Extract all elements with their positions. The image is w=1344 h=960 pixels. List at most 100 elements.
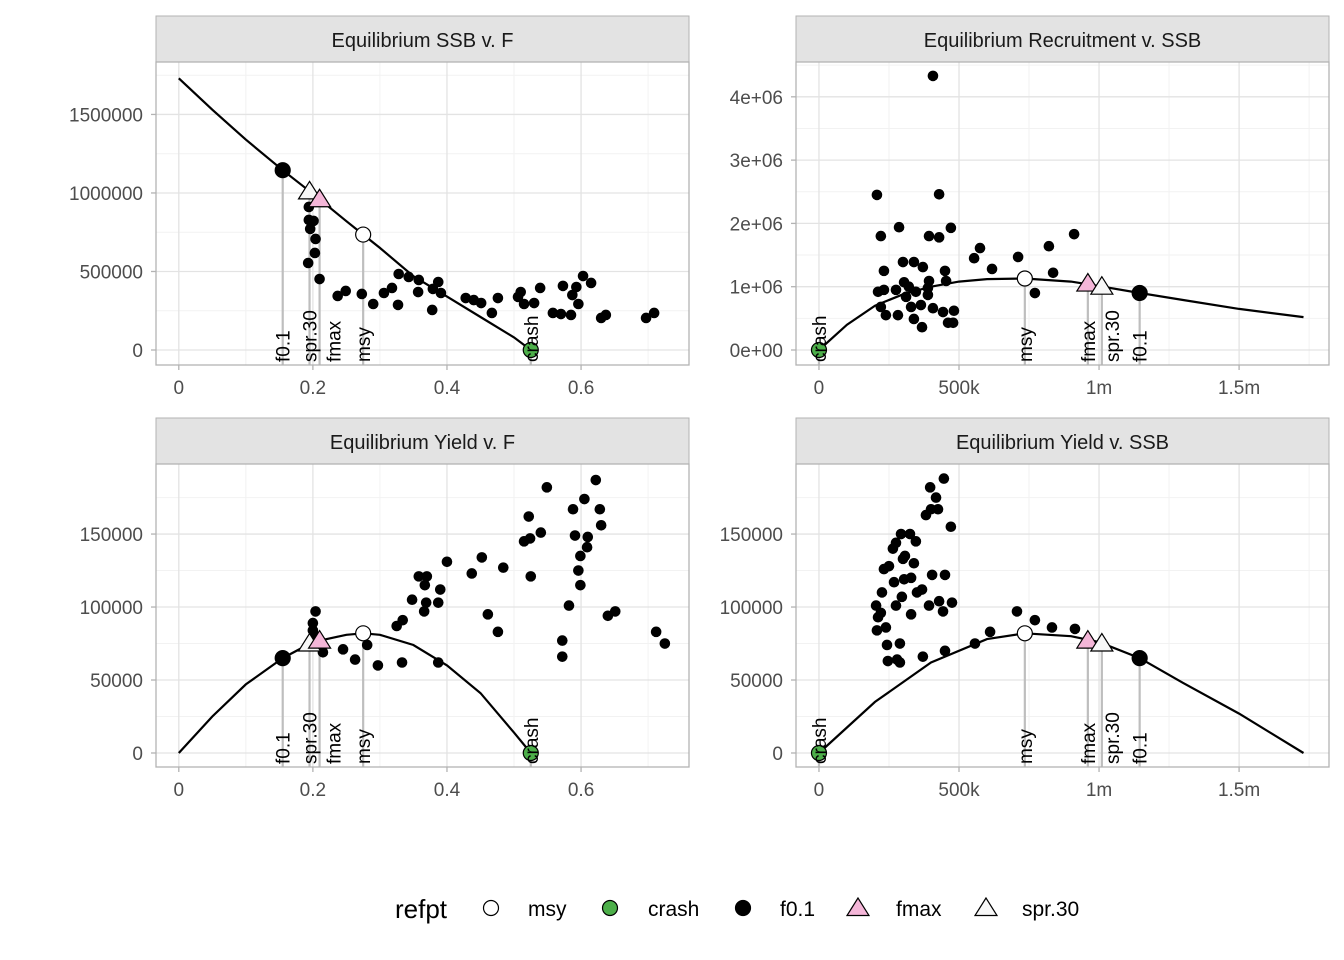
y-tick-label: 150000	[80, 525, 143, 546]
refpt-marker-fmax	[307, 188, 332, 208]
observation-point	[567, 289, 578, 301]
observation-point	[968, 252, 980, 264]
observation-point	[525, 571, 537, 582]
observation-point	[890, 600, 902, 611]
observation-point	[939, 569, 951, 581]
x-tick-label: 0.6	[568, 378, 594, 399]
observation-point	[905, 609, 917, 620]
legend-key-fmax	[845, 896, 871, 917]
observation-point	[579, 493, 590, 505]
panel-strip	[155, 15, 690, 63]
y-tick-label: 150000	[720, 525, 783, 546]
observation-point	[933, 595, 945, 607]
observation-point	[413, 274, 425, 286]
observation-point	[947, 317, 959, 329]
observation-point	[911, 587, 923, 598]
panel-title: Equilibrium SSB v. F	[332, 30, 514, 52]
observation-point	[555, 308, 567, 320]
legend: refpt msy crash f0.1 fmax spr.30	[395, 894, 1079, 924]
observation-point	[403, 271, 415, 283]
observation-point	[937, 306, 949, 318]
observation-point	[310, 233, 321, 245]
observation-point	[932, 503, 944, 515]
refpt-marker-fmax	[1075, 629, 1100, 649]
y-tick-label: 50000	[90, 671, 143, 692]
observation-point	[534, 282, 546, 294]
observation-point	[492, 292, 504, 304]
observation-point	[476, 552, 488, 563]
observation-point	[917, 651, 929, 662]
observation-point	[908, 313, 920, 325]
observation-point	[547, 307, 559, 319]
panel-title: Equilibrium Yield v. SSB	[956, 432, 1169, 454]
refpt-marker-crash	[522, 341, 539, 359]
observation-point	[974, 242, 986, 254]
observation-point	[393, 268, 404, 280]
observation-point	[878, 284, 890, 296]
observation-point	[590, 474, 602, 486]
observation-point	[900, 291, 912, 303]
observation-point	[302, 257, 314, 269]
observation-point	[575, 579, 586, 591]
refpt-label-crash: crash	[810, 718, 831, 764]
observation-point	[1011, 606, 1023, 617]
y-tick-label: 3e+06	[730, 151, 783, 172]
observation-point	[917, 261, 929, 273]
observation-point	[888, 576, 900, 588]
observation-point	[337, 644, 349, 655]
observation-point	[563, 600, 575, 611]
y-tick-label: 500000	[80, 262, 143, 283]
panel-4: Equilibrium Yield v. SSB 0 500k 1m 1.5m 0 5000…	[720, 417, 1330, 801]
observation-point	[648, 307, 660, 319]
observation-point	[435, 287, 447, 299]
legend-key-f0-1	[734, 899, 752, 917]
observation-point	[475, 297, 487, 309]
observation-point	[896, 591, 908, 603]
observation-point	[418, 606, 430, 617]
refpt-label-f0.1: f0.1	[1131, 732, 1152, 764]
observation-point	[1068, 228, 1080, 240]
observation-point	[392, 299, 404, 311]
refpt-marker-spr.30	[1089, 632, 1114, 652]
refpt-marker-f0.1	[1131, 284, 1148, 302]
refpt-label-msy: msy	[1016, 327, 1037, 362]
observation-point	[378, 287, 390, 299]
observation-point	[895, 528, 907, 540]
observation-point	[567, 503, 579, 515]
y-tick-label: 1500000	[69, 105, 143, 126]
observation-point	[984, 626, 996, 638]
x-tick-label: 0.6	[568, 780, 594, 801]
refpt-label-spr.30: spr.30	[1103, 712, 1124, 764]
observation-point	[871, 189, 883, 201]
legend-label-f0-1: f0.1	[780, 898, 815, 921]
observation-point	[930, 492, 942, 503]
observation-point	[938, 473, 950, 484]
observation-point	[878, 563, 890, 575]
observation-point	[349, 654, 361, 665]
observation-point	[512, 291, 524, 303]
refpt-marker-f0.1	[274, 650, 291, 667]
panel-title: Equilibrium Recruitment v. SSB	[924, 30, 1202, 52]
refpt-marker-crash	[810, 341, 828, 359]
observation-point	[878, 265, 890, 277]
refpt-label-crash: crash	[522, 316, 543, 362]
observation-point	[659, 638, 671, 649]
observation-point	[905, 301, 917, 313]
refpt-marker-msy	[1016, 625, 1033, 642]
refpt-label-f0.1: f0.1	[1131, 330, 1152, 362]
observation-point	[872, 611, 884, 623]
observation-point	[897, 553, 909, 565]
observation-point	[882, 655, 894, 667]
observation-point	[523, 511, 535, 522]
observation-point	[926, 569, 938, 581]
observation-point	[924, 482, 936, 493]
observation-point	[426, 304, 438, 316]
observation-point	[396, 657, 408, 668]
refpt-marker-f0.1	[274, 162, 291, 179]
refpt-label-spr.30: spr.30	[301, 310, 322, 362]
observation-point	[314, 273, 325, 285]
observation-point	[492, 626, 504, 638]
plot-area	[810, 473, 1305, 767]
observation-point	[434, 584, 446, 595]
observation-point	[1029, 614, 1041, 626]
